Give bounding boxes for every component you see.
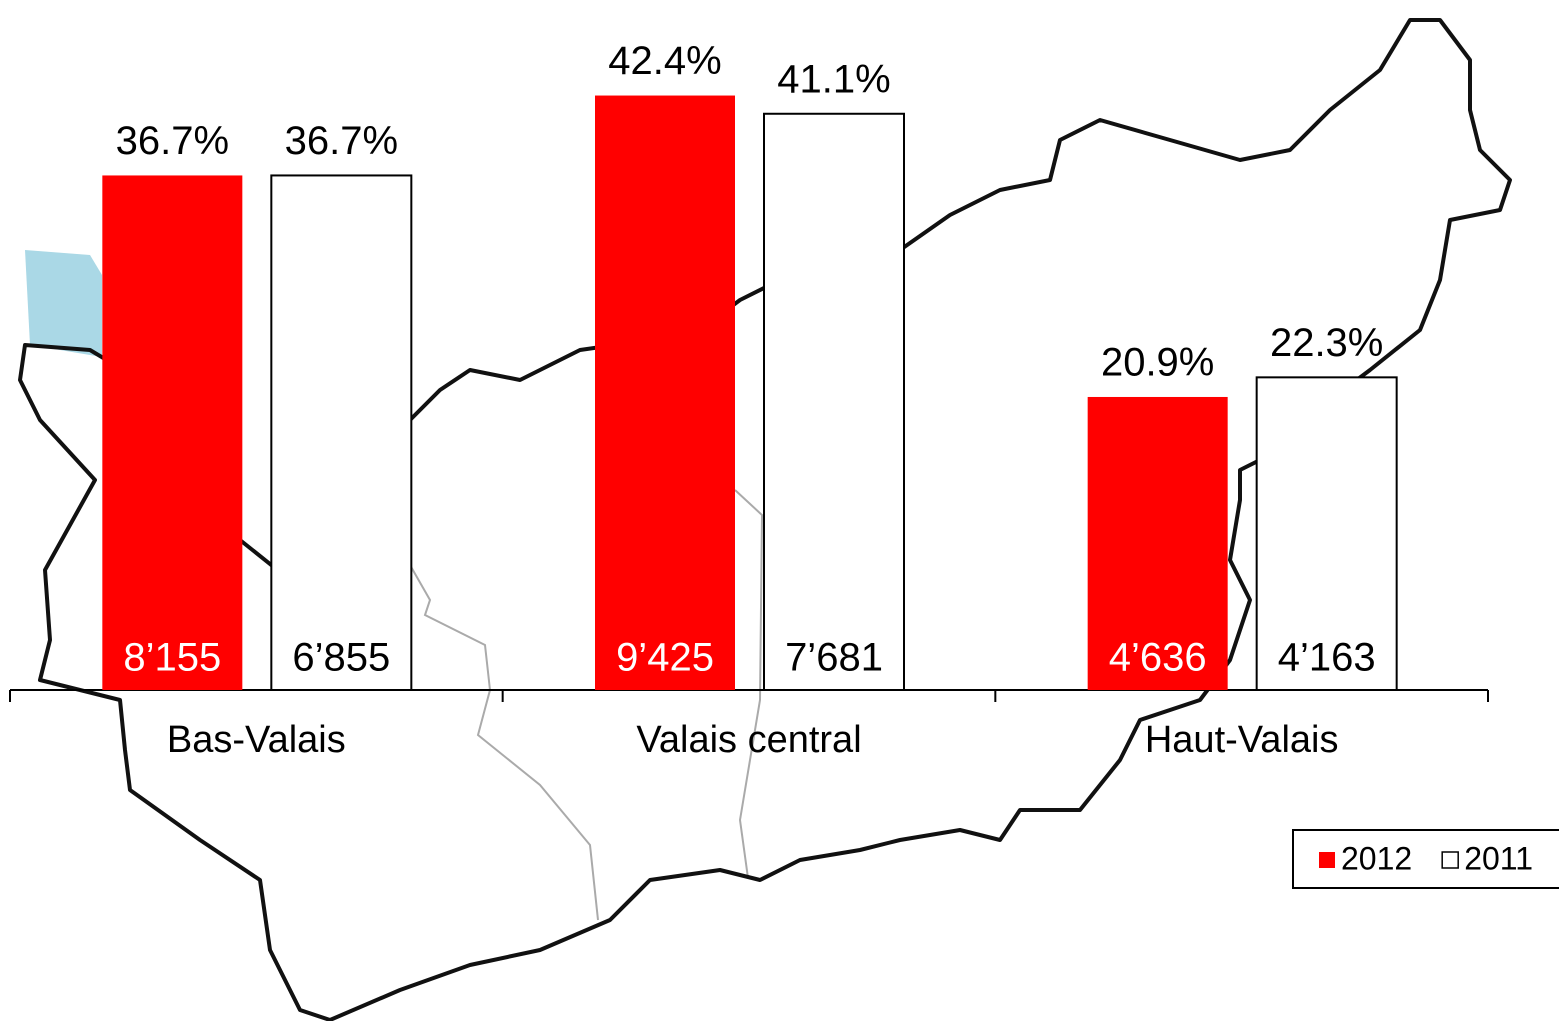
bar — [270, 174, 413, 691]
value-label: 20.9% — [1101, 341, 1214, 385]
x-tick-label: Haut-Valais — [1145, 719, 1339, 761]
bar — [1255, 376, 1398, 691]
value-label: 36.7% — [116, 119, 229, 163]
region-boundary — [734, 489, 764, 879]
bar — [763, 112, 905, 691]
legend-swatch — [1319, 852, 1335, 868]
x-tick-label: Valais central — [636, 719, 861, 761]
x-tick-label: Bas-Valais — [167, 719, 346, 761]
count-label: 4’163 — [1278, 636, 1376, 680]
lake — [25, 250, 102, 357]
count-label: 6’855 — [292, 636, 390, 680]
count-label: 7’681 — [785, 636, 883, 680]
region-boundary — [409, 564, 599, 921]
bar — [595, 95, 735, 691]
value-label: 41.1% — [777, 57, 890, 101]
value-label: 22.3% — [1270, 321, 1383, 365]
bar — [102, 175, 243, 690]
legend-box — [1292, 829, 1559, 889]
bar — [1087, 396, 1228, 690]
count-label: 4’636 — [1109, 636, 1207, 680]
value-label: 42.4% — [608, 39, 721, 83]
value-label: 36.7% — [285, 119, 398, 163]
legend-label: 2012 — [1341, 840, 1412, 876]
legend-label: 2011 — [1464, 840, 1533, 876]
count-label: 8’155 — [123, 636, 221, 680]
count-label: 9’425 — [616, 636, 714, 680]
legend-swatch — [1441, 851, 1459, 869]
